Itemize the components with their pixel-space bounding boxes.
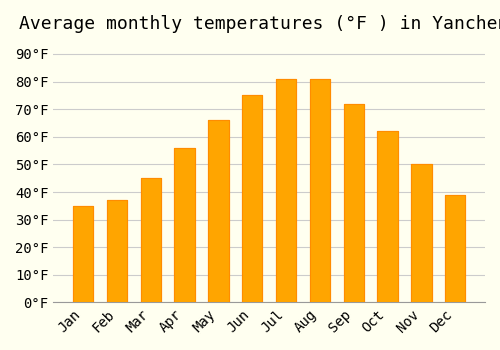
Bar (412, 164, 432, 302)
Bar (310, 235, 330, 302)
Bar (73, 206, 94, 302)
Bar (208, 248, 229, 302)
Bar (445, 195, 466, 302)
Bar (140, 265, 161, 302)
Bar (242, 95, 262, 302)
Bar (310, 79, 330, 302)
Bar (140, 178, 161, 302)
Bar (208, 120, 229, 302)
Bar (107, 200, 127, 302)
Bar (445, 270, 466, 302)
Bar (242, 240, 262, 302)
Bar (208, 120, 229, 302)
Bar (73, 206, 94, 302)
Bar (378, 131, 398, 302)
Bar (276, 79, 296, 302)
Bar (378, 251, 398, 302)
Bar (174, 256, 195, 302)
Bar (276, 235, 296, 302)
Bar (73, 273, 94, 302)
Bar (107, 272, 127, 302)
Bar (412, 261, 432, 302)
Bar (107, 200, 127, 302)
Bar (344, 104, 364, 302)
Bar (412, 164, 432, 302)
Bar (174, 148, 195, 302)
Bar (174, 148, 195, 302)
Bar (276, 79, 296, 302)
Bar (445, 195, 466, 302)
Bar (378, 131, 398, 302)
Bar (140, 178, 161, 302)
Bar (344, 243, 364, 302)
Bar (242, 95, 262, 302)
Bar (310, 79, 330, 302)
Bar (344, 104, 364, 302)
Title: Average monthly temperatures (°F ) in Yancheng: Average monthly temperatures (°F ) in Ya… (19, 15, 500, 33)
